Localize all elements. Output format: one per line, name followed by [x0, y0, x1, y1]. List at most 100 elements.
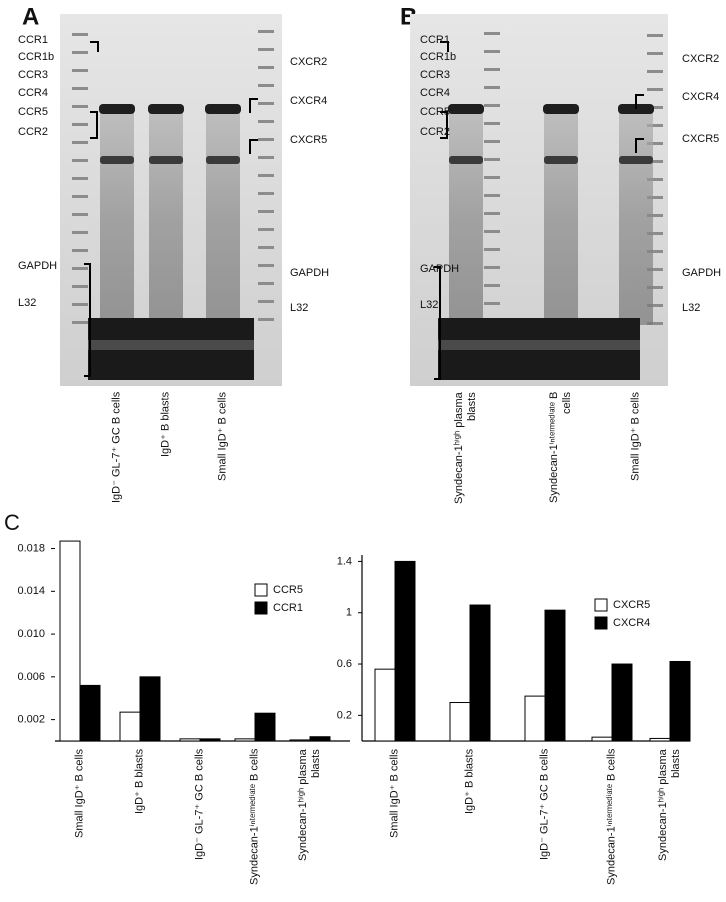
ladder-band [647, 142, 663, 145]
ladder-band [647, 34, 663, 37]
ladder-band [647, 160, 663, 163]
ladder-band [647, 322, 663, 325]
rotated-label: IgD⁻ GL-7⁺ GC B cells [193, 749, 206, 861]
ladder-band [484, 248, 500, 251]
bar [544, 609, 566, 742]
band-label: CCR1 [420, 34, 450, 46]
panel-letter: A [22, 3, 39, 30]
y-tick-label: 0.014 [17, 585, 45, 597]
ladder-band [258, 120, 274, 123]
y-tick-label: 0.006 [17, 671, 45, 683]
bracket [434, 266, 441, 380]
ladder-band [258, 174, 274, 177]
legend-label: CCR5 [273, 584, 303, 596]
rotated-label: IgD⁺ B blasts [159, 392, 172, 458]
bracket [84, 263, 91, 377]
ladder-band [72, 141, 88, 144]
gel-band [149, 156, 183, 164]
band-label: CCR5 [18, 106, 48, 118]
ladder-band [258, 300, 274, 303]
band-label: L32 [682, 302, 700, 314]
ladder-band [484, 86, 500, 89]
legend-label: CCR1 [273, 602, 303, 614]
bar [289, 739, 311, 742]
bracket [249, 98, 258, 113]
ladder-band [72, 267, 88, 270]
y-tick-label: 1.4 [337, 555, 352, 567]
bracket [635, 94, 644, 109]
bar [394, 560, 416, 742]
legend-swatch [594, 598, 608, 612]
ladder-band [647, 250, 663, 253]
legend-swatch [254, 601, 268, 615]
gel-band [544, 156, 578, 164]
band-label: CXCR5 [290, 134, 327, 146]
bar [254, 712, 276, 742]
ladder-band [484, 212, 500, 215]
ladder-band [484, 176, 500, 179]
ladder-band [72, 69, 88, 72]
ladder-band [484, 32, 500, 35]
y-tick-label: 1 [346, 607, 352, 619]
bar [234, 738, 256, 742]
bar [591, 736, 613, 742]
band-label: GAPDH [420, 263, 459, 275]
ladder-band [647, 70, 663, 73]
band-label: CCR4 [18, 87, 48, 99]
legend-swatch [254, 583, 268, 597]
bar [59, 540, 81, 742]
ladder-band [647, 304, 663, 307]
bar [649, 737, 671, 742]
rotated-label: Syndecan-1ⁱⁿᵗᵉʳᵐᵉᵈⁱᵃᵗᵉ B cells [248, 749, 261, 886]
gel-lane [100, 110, 134, 325]
legend-label: CXCR4 [613, 617, 650, 629]
rotated-label: Syndecan-1ⁱⁿᵗᵉʳᵐᵉᵈⁱᵃᵗᵉ B cells [548, 392, 573, 504]
bar [79, 684, 101, 742]
rotated-label: IgD⁻ GL-7⁺ GC B cells [538, 749, 551, 861]
bar [119, 711, 141, 742]
ladder-band [258, 228, 274, 231]
ladder-band [72, 285, 88, 288]
ladder-band [647, 214, 663, 217]
ladder-band [258, 282, 274, 285]
bracket [249, 139, 258, 154]
rotated-label: Syndecan-1ʰⁱᵍʰ plasma blasts [297, 749, 322, 861]
ladder-band [484, 50, 500, 53]
bar [139, 676, 161, 742]
bar [524, 695, 546, 742]
legend-label: CXCR5 [613, 599, 650, 611]
band-label: CCR1b [18, 51, 54, 63]
gel-dark [88, 340, 254, 350]
band-label: GAPDH [18, 260, 57, 272]
band-label: CCR1b [420, 51, 456, 63]
band-label: CCR2 [420, 126, 450, 138]
bar [179, 738, 201, 742]
ladder-band [258, 48, 274, 51]
bar [199, 738, 221, 742]
ladder-band [72, 105, 88, 108]
ladder-band [258, 66, 274, 69]
rotated-label: IgD⁺ B blasts [463, 749, 476, 815]
ladder-band [647, 106, 663, 109]
ladder-band [258, 156, 274, 159]
bracket [90, 111, 98, 139]
rotated-label: IgD⁻ GL-7⁺ GC B cells [110, 392, 123, 504]
ladder-band [258, 84, 274, 87]
ladder-band [484, 158, 500, 161]
y-tick-label: 0.010 [17, 628, 45, 640]
ladder-band [484, 68, 500, 71]
gel-lane [449, 110, 483, 325]
ladder-band [72, 213, 88, 216]
gel-band [448, 104, 484, 114]
rotated-label: Syndecan-1ⁱⁿᵗᵉʳᵐᵉᵈⁱᵃᵗᵉ B cells [605, 749, 618, 886]
band-label: GAPDH [290, 267, 329, 279]
ladder-band [72, 195, 88, 198]
gel-band [206, 156, 240, 164]
band-label: L32 [18, 297, 36, 309]
y-tick-label: 0.018 [17, 542, 45, 554]
rotated-label: Small IgD⁺ B cells [629, 392, 642, 481]
rotated-label: Small IgD⁺ B cells [216, 392, 229, 481]
ladder-band [484, 140, 500, 143]
ladder-band [647, 88, 663, 91]
